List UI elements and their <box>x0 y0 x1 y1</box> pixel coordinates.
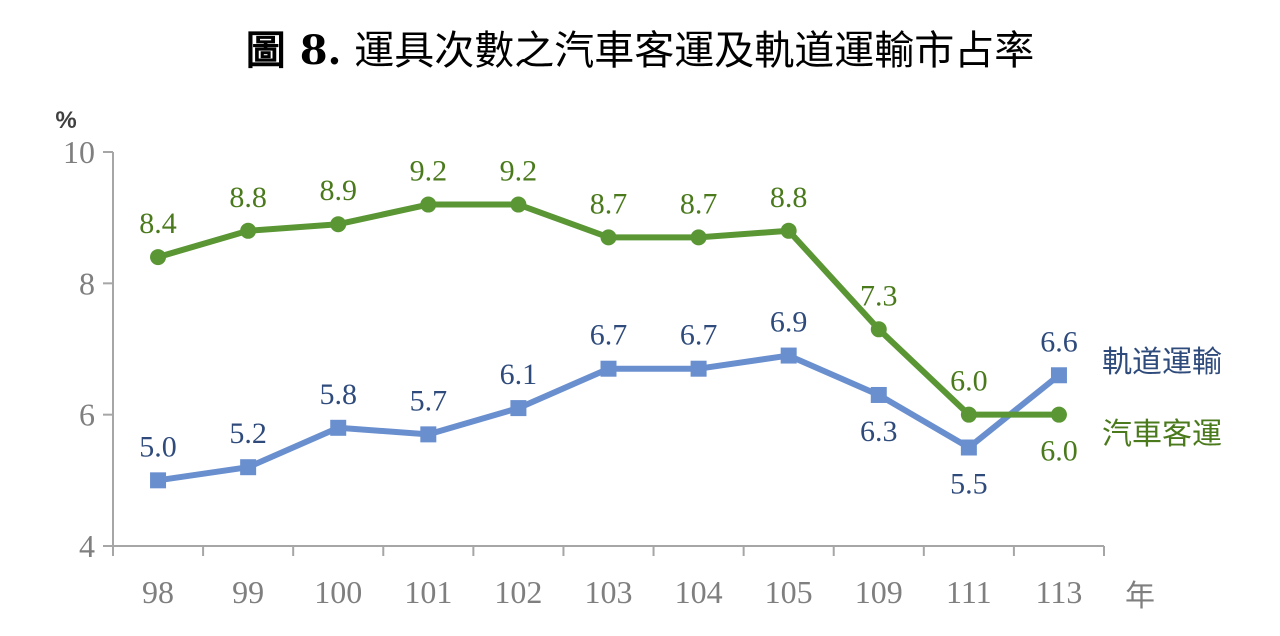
x-tick-label: 102 <box>494 574 542 610</box>
data-labels: 5.0 5.2 5.8 5.7 6.1 6.7 6.7 6.9 6.3 5.5 6.6 8.4 8.8 8… <box>139 155 1077 501</box>
data-label: 6.1 <box>500 358 538 391</box>
data-label: 6.6 <box>1040 325 1078 358</box>
legend-entry: 軌道運輸 <box>1102 345 1222 380</box>
y-axis-title: % <box>55 107 76 134</box>
data-label: 6.7 <box>680 319 718 352</box>
data-label: 9.2 <box>410 155 448 188</box>
data-label: 6.7 <box>590 319 628 352</box>
data-point-marker <box>150 472 167 489</box>
axes: 4 6 8 10 98 99 100 101 102 103 104 105 109 111 113% 年 <box>55 107 1155 614</box>
data-point-marker <box>240 459 257 476</box>
data-label: 6.0 <box>1040 435 1078 468</box>
legend-entry: 汽車客運 <box>1102 417 1222 452</box>
data-point-marker <box>420 426 437 443</box>
data-label: 5.2 <box>229 417 267 450</box>
data-point-marker <box>330 216 347 233</box>
data-label: 8.8 <box>770 181 808 214</box>
data-point-marker <box>240 222 257 239</box>
data-label: 6.9 <box>770 306 808 339</box>
data-point-marker <box>780 222 797 239</box>
data-label: 8.4 <box>139 207 177 240</box>
data-label: 8.9 <box>319 174 357 207</box>
y-tick-label: 4 <box>79 528 95 564</box>
x-tick-label: 105 <box>765 574 813 610</box>
data-point-marker <box>780 347 797 364</box>
data-point-marker <box>1050 406 1067 423</box>
data-label: 8.7 <box>590 187 628 220</box>
x-tick-label: 104 <box>675 574 723 610</box>
data-label: 6.0 <box>950 365 988 398</box>
x-tick-label: 103 <box>585 574 633 610</box>
data-point-marker <box>690 360 707 377</box>
data-point-marker <box>330 419 347 436</box>
data-label: 8.7 <box>680 187 718 220</box>
data-label: 5.0 <box>139 430 177 463</box>
x-axis-title: 年 <box>1125 579 1155 614</box>
data-label: 9.2 <box>500 155 538 188</box>
data-point-marker <box>960 439 977 456</box>
series-lines <box>150 196 1067 489</box>
data-point-marker <box>150 249 167 266</box>
data-label: 5.5 <box>950 468 988 501</box>
data-point-marker <box>870 321 887 338</box>
y-tick-label: 8 <box>79 265 95 301</box>
data-label: 5.8 <box>319 378 357 411</box>
data-point-marker <box>870 386 887 403</box>
x-tick-label: 113 <box>1036 574 1083 610</box>
data-label: 8.8 <box>229 181 267 214</box>
chart-title-text: 運具次數之汽車客運及軌道運輸市占率 <box>354 28 1035 74</box>
x-tick-label: 109 <box>855 574 903 610</box>
x-tick-label: 101 <box>404 574 452 610</box>
x-tick-label: 98 <box>142 574 174 610</box>
data-point-marker <box>420 196 437 213</box>
chart-title-figure-number: 圖 8. <box>245 27 342 74</box>
y-tick-label: 10 <box>63 134 95 170</box>
data-point-marker <box>510 400 527 417</box>
data-label: 5.7 <box>410 384 448 417</box>
data-point-marker <box>690 229 707 246</box>
data-point-marker <box>510 196 527 213</box>
chart-title: 圖 8. 運具次數之汽車客運及軌道運輸市占率 <box>0 18 1280 76</box>
data-point-marker <box>600 229 617 246</box>
data-point-marker <box>1050 367 1067 384</box>
x-tick-label: 111 <box>946 574 992 610</box>
y-tick-label: 6 <box>79 397 95 433</box>
data-label: 7.3 <box>860 279 898 312</box>
x-tick-label: 100 <box>314 574 362 610</box>
x-tick-label: 99 <box>232 574 264 610</box>
data-point-marker <box>960 406 977 423</box>
data-label: 6.3 <box>860 415 898 448</box>
data-point-marker <box>600 360 617 377</box>
